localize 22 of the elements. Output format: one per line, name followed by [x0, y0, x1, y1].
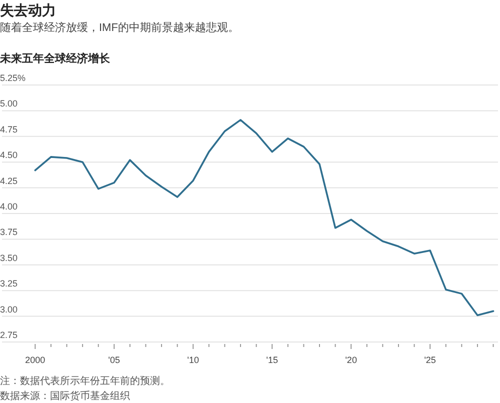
x-tick-label: '20	[345, 355, 357, 365]
y-tick-label: 3.50	[0, 252, 18, 263]
y-tick-label: 4.00	[0, 202, 18, 212]
x-tick-label: '10	[187, 355, 199, 365]
x-tick-label: '25	[424, 355, 436, 365]
y-tick-label: 2.75	[0, 330, 18, 340]
y-tick-label: 4.75	[0, 124, 18, 134]
source-note: 数据来源：国际货币基金组织	[0, 390, 130, 402]
y-tick-label: 4.25	[0, 176, 18, 186]
x-tick-label: 2000	[25, 355, 46, 365]
text: 注：数据代表所示年份五年前的预测。	[0, 375, 170, 387]
chart-title: 失去动力	[0, 2, 56, 18]
y-tick-label: 3.75	[0, 227, 18, 238]
y-axis-title: 未来五年全球经济增长	[0, 52, 111, 65]
y-tick-label: 5.00	[0, 98, 18, 109]
chart-subtitle: 随着全球经济放缓，IMF的中期前景越来越悲观。	[0, 21, 239, 34]
y-tick-label: 3.00	[0, 304, 18, 314]
y-tick-label: 3.25	[0, 278, 18, 289]
y-tick-label: 5.25%	[0, 73, 26, 83]
y-tick-label: 4.50	[0, 150, 18, 160]
x-tick-label: '05	[108, 355, 120, 365]
x-tick-label: '15	[266, 355, 278, 365]
